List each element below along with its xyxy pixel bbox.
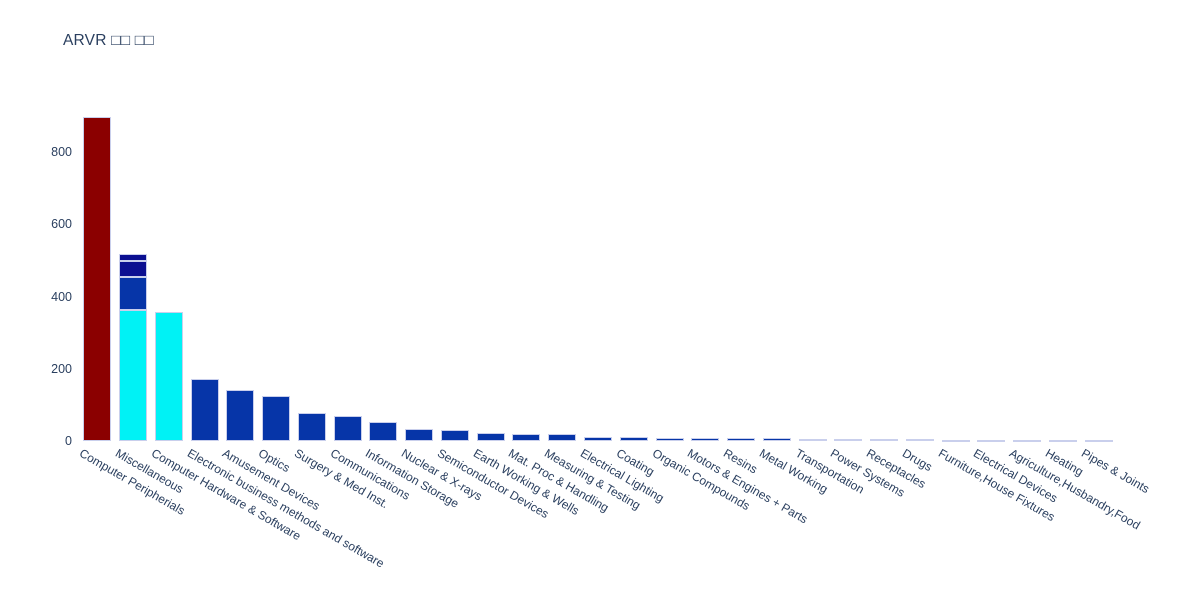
y-tick-label: 800 <box>51 145 72 160</box>
bar[interactable] <box>512 433 541 441</box>
bar[interactable] <box>226 390 255 441</box>
bar[interactable] <box>727 438 756 441</box>
bar[interactable] <box>190 378 219 441</box>
bar[interactable] <box>870 438 899 441</box>
bar[interactable] <box>333 415 362 441</box>
chart-title: ARVR □□ □□ <box>63 32 154 49</box>
bar[interactable] <box>798 438 827 441</box>
bar[interactable] <box>977 439 1006 442</box>
bar[interactable] <box>548 434 577 441</box>
bar[interactable] <box>941 439 970 442</box>
bar[interactable] <box>83 116 112 441</box>
y-tick-label: 400 <box>51 289 72 304</box>
bar[interactable] <box>834 438 863 441</box>
bar[interactable] <box>762 438 791 441</box>
bar[interactable] <box>369 421 398 441</box>
bar-segment[interactable] <box>118 309 147 441</box>
bar[interactable] <box>440 430 469 441</box>
bar[interactable] <box>476 433 505 441</box>
bar[interactable] <box>1084 439 1113 442</box>
bar[interactable] <box>405 429 434 441</box>
bar-segment[interactable] <box>118 253 147 262</box>
bar[interactable] <box>297 413 326 441</box>
y-tick-label: 200 <box>51 361 72 376</box>
y-tick-label: 600 <box>51 217 72 232</box>
bar[interactable] <box>655 437 684 441</box>
bar[interactable] <box>619 437 648 441</box>
x-tick-label: Pipes & Joints <box>1078 446 1152 497</box>
bar-segment[interactable] <box>118 277 147 310</box>
y-tick-label: 0 <box>65 434 72 448</box>
bar[interactable] <box>905 439 934 442</box>
bar-segment[interactable] <box>118 261 147 278</box>
bar[interactable] <box>1048 439 1077 442</box>
bar[interactable] <box>691 438 720 441</box>
bar[interactable] <box>583 436 612 441</box>
bar[interactable] <box>262 395 291 441</box>
bar[interactable] <box>118 253 147 441</box>
bar[interactable] <box>1013 439 1042 442</box>
bar[interactable] <box>154 312 183 441</box>
